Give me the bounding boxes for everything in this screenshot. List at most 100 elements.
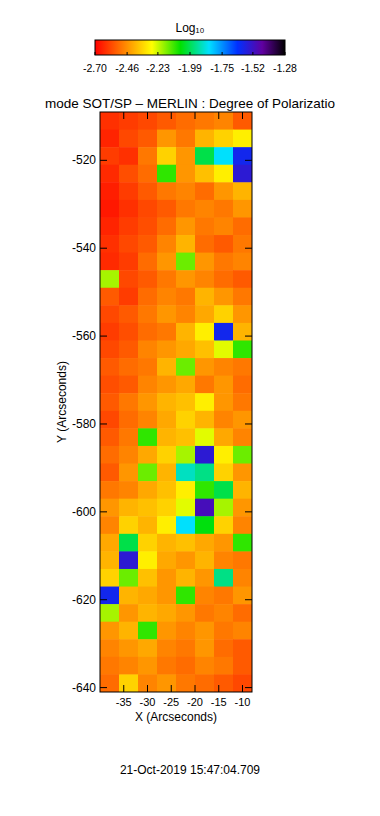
cell xyxy=(233,288,252,306)
cell xyxy=(214,622,234,640)
cell xyxy=(100,393,120,411)
cell xyxy=(195,639,215,657)
cell xyxy=(195,657,215,675)
cell xyxy=(195,393,215,411)
cell xyxy=(100,340,120,358)
cell xyxy=(233,534,252,552)
cell xyxy=(138,657,158,675)
cell xyxy=(214,411,234,429)
cell xyxy=(119,534,139,552)
cell xyxy=(100,428,120,446)
cell xyxy=(176,253,196,271)
y-tick xyxy=(245,248,252,249)
cell xyxy=(157,270,177,288)
y-tick xyxy=(100,423,107,424)
cell xyxy=(195,376,215,394)
cell xyxy=(176,112,196,130)
cell xyxy=(195,217,215,235)
cell xyxy=(157,165,177,183)
cell xyxy=(138,323,158,341)
cell xyxy=(233,428,252,446)
cell xyxy=(176,604,196,622)
cell xyxy=(119,376,139,394)
cell xyxy=(157,305,177,323)
cell xyxy=(100,288,120,306)
cell xyxy=(233,270,252,288)
cell xyxy=(100,639,120,657)
cell xyxy=(195,270,215,288)
cell xyxy=(214,200,234,218)
x-tick xyxy=(195,685,196,692)
cell xyxy=(214,376,234,394)
cell xyxy=(138,165,158,183)
cell xyxy=(195,235,215,253)
cell xyxy=(195,112,215,130)
cell xyxy=(214,393,234,411)
y-tick xyxy=(100,336,107,337)
cell xyxy=(214,235,234,253)
cell xyxy=(119,446,139,464)
cell xyxy=(119,551,139,569)
cell xyxy=(176,393,196,411)
cell xyxy=(195,182,215,200)
cell xyxy=(195,200,215,218)
cell xyxy=(138,376,158,394)
y-tick xyxy=(100,248,107,249)
cell xyxy=(233,411,252,429)
cell xyxy=(100,534,120,552)
cell xyxy=(100,323,120,341)
cell xyxy=(176,481,196,499)
cell xyxy=(119,674,139,692)
cell xyxy=(119,253,139,271)
cell xyxy=(138,411,158,429)
cell xyxy=(100,305,120,323)
cell xyxy=(157,587,177,605)
cell xyxy=(138,569,158,587)
title: mode SOT/SP – MERLIN : Degree of Polariz… xyxy=(45,96,335,111)
cell xyxy=(176,411,196,429)
cell xyxy=(195,323,215,341)
cell xyxy=(233,587,252,605)
x-tick xyxy=(218,112,219,119)
cell xyxy=(233,235,252,253)
cell xyxy=(214,130,234,148)
colorbar-tick-label: -1.99 xyxy=(178,62,202,74)
colorbar-tick xyxy=(252,52,253,55)
cell xyxy=(214,551,234,569)
cell xyxy=(100,674,120,692)
cell xyxy=(195,604,215,622)
cell xyxy=(214,428,234,446)
cell xyxy=(119,200,139,218)
cell xyxy=(119,516,139,534)
y-tick-label: -640 xyxy=(72,681,96,695)
cell xyxy=(100,657,120,675)
cell xyxy=(157,499,177,517)
cell xyxy=(176,217,196,235)
cell xyxy=(214,657,234,675)
cell xyxy=(157,674,177,692)
cell xyxy=(195,569,215,587)
cell xyxy=(138,235,158,253)
cell xyxy=(233,165,252,183)
cell xyxy=(138,674,158,692)
cell xyxy=(214,446,234,464)
cell xyxy=(119,604,139,622)
cell xyxy=(195,358,215,376)
cell xyxy=(176,499,196,517)
y-tick-label: -520 xyxy=(72,153,96,167)
x-tick xyxy=(171,112,172,119)
cell xyxy=(176,428,196,446)
cell xyxy=(176,305,196,323)
cell xyxy=(100,587,120,605)
cell xyxy=(195,551,215,569)
cell xyxy=(119,428,139,446)
cell xyxy=(119,340,139,358)
cell xyxy=(233,464,252,482)
cell xyxy=(119,569,139,587)
cell xyxy=(138,253,158,271)
x-tick xyxy=(123,685,124,692)
x-tick-label: -30 xyxy=(140,696,156,708)
cell xyxy=(119,112,139,130)
colorbar-tick-label: -2.23 xyxy=(146,62,170,74)
cell xyxy=(119,270,139,288)
